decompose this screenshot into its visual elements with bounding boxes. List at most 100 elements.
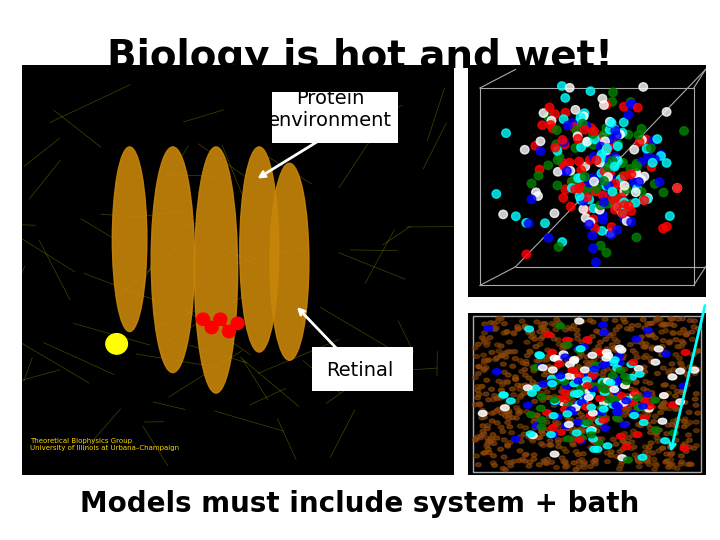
Circle shape bbox=[568, 366, 574, 370]
Circle shape bbox=[667, 444, 673, 448]
Circle shape bbox=[559, 362, 565, 366]
Circle shape bbox=[634, 131, 643, 139]
Circle shape bbox=[484, 379, 490, 382]
Circle shape bbox=[657, 428, 662, 432]
Circle shape bbox=[582, 206, 590, 215]
Circle shape bbox=[490, 397, 496, 401]
Circle shape bbox=[644, 414, 650, 418]
Circle shape bbox=[644, 455, 650, 458]
Circle shape bbox=[622, 202, 631, 211]
Circle shape bbox=[653, 135, 662, 143]
Circle shape bbox=[502, 129, 510, 137]
Circle shape bbox=[654, 346, 663, 352]
Circle shape bbox=[608, 223, 616, 231]
Circle shape bbox=[552, 398, 557, 402]
Circle shape bbox=[564, 436, 572, 442]
Circle shape bbox=[570, 443, 576, 447]
Circle shape bbox=[588, 373, 594, 377]
Circle shape bbox=[630, 349, 636, 353]
Circle shape bbox=[555, 438, 561, 442]
Circle shape bbox=[602, 124, 611, 132]
Circle shape bbox=[528, 388, 534, 392]
Circle shape bbox=[592, 258, 600, 266]
Circle shape bbox=[540, 443, 546, 447]
Circle shape bbox=[611, 437, 616, 441]
Circle shape bbox=[612, 395, 617, 400]
Circle shape bbox=[492, 190, 500, 198]
Circle shape bbox=[663, 460, 668, 464]
Circle shape bbox=[620, 198, 629, 207]
Circle shape bbox=[604, 144, 613, 152]
Circle shape bbox=[645, 455, 651, 459]
Circle shape bbox=[642, 365, 647, 369]
Circle shape bbox=[557, 396, 562, 400]
Circle shape bbox=[651, 397, 660, 403]
Circle shape bbox=[590, 335, 595, 339]
Circle shape bbox=[574, 328, 580, 332]
Circle shape bbox=[534, 382, 540, 387]
Circle shape bbox=[544, 328, 549, 332]
Circle shape bbox=[578, 119, 587, 128]
Circle shape bbox=[578, 353, 584, 356]
Circle shape bbox=[474, 355, 480, 359]
Circle shape bbox=[503, 414, 508, 418]
Circle shape bbox=[667, 463, 673, 467]
Circle shape bbox=[630, 413, 639, 418]
Circle shape bbox=[646, 403, 654, 409]
Circle shape bbox=[600, 360, 606, 364]
Circle shape bbox=[564, 393, 573, 399]
Circle shape bbox=[474, 396, 480, 400]
Circle shape bbox=[622, 398, 631, 403]
Circle shape bbox=[584, 355, 590, 359]
Circle shape bbox=[590, 177, 598, 186]
Circle shape bbox=[637, 125, 646, 133]
Circle shape bbox=[607, 334, 613, 338]
Circle shape bbox=[595, 206, 604, 214]
Circle shape bbox=[570, 391, 579, 397]
Circle shape bbox=[485, 340, 490, 345]
Circle shape bbox=[574, 317, 580, 321]
Circle shape bbox=[612, 402, 621, 408]
Circle shape bbox=[571, 389, 577, 393]
Circle shape bbox=[480, 429, 486, 433]
Circle shape bbox=[613, 410, 622, 415]
Circle shape bbox=[588, 446, 593, 449]
Text: Retinal: Retinal bbox=[326, 361, 394, 380]
Circle shape bbox=[606, 380, 615, 386]
Circle shape bbox=[575, 346, 583, 352]
Circle shape bbox=[598, 411, 606, 417]
Circle shape bbox=[588, 427, 596, 433]
Circle shape bbox=[603, 177, 611, 186]
Circle shape bbox=[595, 437, 601, 441]
Circle shape bbox=[639, 83, 647, 91]
Circle shape bbox=[575, 437, 584, 443]
Circle shape bbox=[632, 336, 641, 342]
Circle shape bbox=[552, 126, 561, 134]
Circle shape bbox=[487, 336, 493, 340]
Circle shape bbox=[618, 207, 626, 215]
Circle shape bbox=[554, 243, 563, 251]
Circle shape bbox=[480, 411, 486, 415]
Circle shape bbox=[599, 362, 608, 368]
Circle shape bbox=[670, 374, 675, 377]
Circle shape bbox=[616, 368, 625, 373]
Circle shape bbox=[572, 126, 581, 135]
Circle shape bbox=[560, 343, 566, 347]
Circle shape bbox=[553, 357, 559, 361]
Circle shape bbox=[515, 325, 521, 328]
Circle shape bbox=[582, 420, 591, 426]
Circle shape bbox=[508, 441, 513, 444]
Circle shape bbox=[606, 119, 615, 127]
Circle shape bbox=[511, 436, 520, 442]
Circle shape bbox=[634, 355, 640, 360]
Circle shape bbox=[603, 200, 611, 208]
Circle shape bbox=[611, 332, 616, 336]
Circle shape bbox=[574, 367, 580, 371]
Circle shape bbox=[571, 405, 580, 410]
Circle shape bbox=[541, 385, 547, 389]
Circle shape bbox=[566, 167, 575, 175]
Circle shape bbox=[582, 393, 588, 397]
Circle shape bbox=[650, 180, 659, 188]
Circle shape bbox=[570, 436, 576, 440]
Circle shape bbox=[582, 214, 590, 222]
